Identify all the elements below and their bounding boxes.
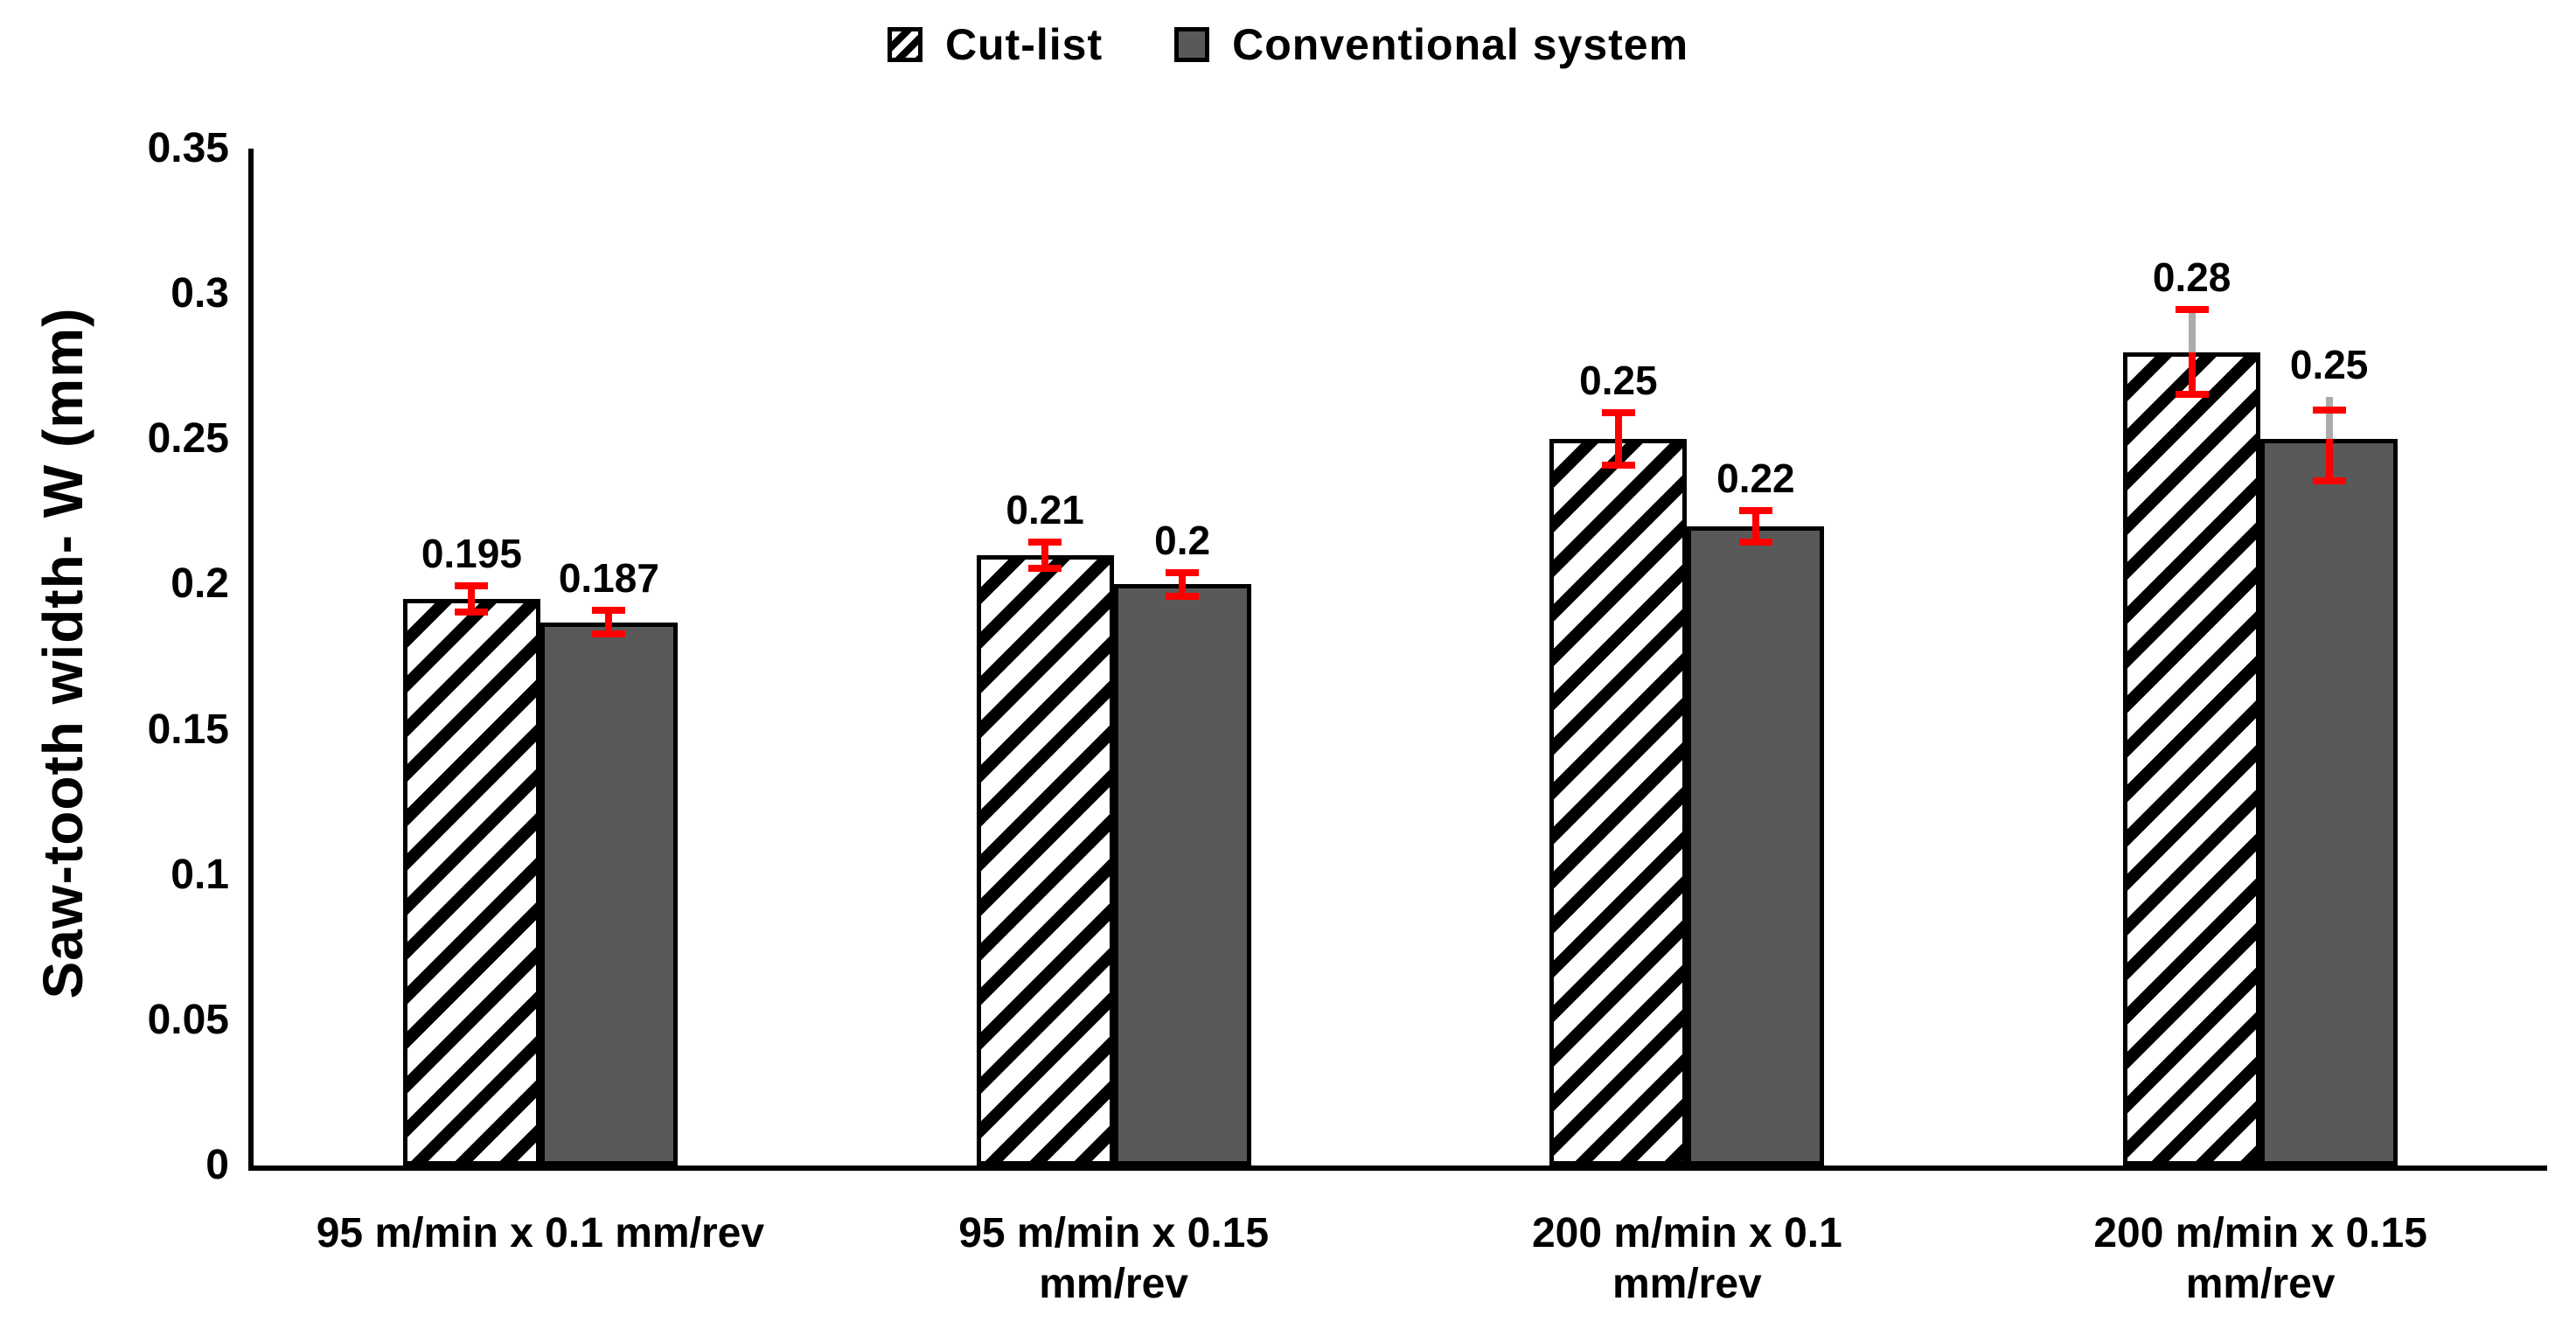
- x-category-label: 200 m/min x 0.1 mm/rev: [1531, 1210, 1842, 1307]
- error-bar-stem-lower: [468, 599, 476, 612]
- bar-conventional-system: [1687, 525, 1825, 1166]
- cut-list-swatch-icon: [887, 27, 922, 62]
- error-bar-cap-bottom: [1166, 592, 1200, 600]
- bar-value-label: 0.25: [1579, 358, 1658, 404]
- bar-value-label: 0.2: [1154, 518, 1211, 564]
- y-tick-label: 0.2: [171, 560, 229, 608]
- y-tick-label: 0.25: [147, 415, 229, 463]
- error-bar-stem-upper: [2188, 310, 2196, 352]
- error-bar-stem-upper: [2325, 397, 2333, 440]
- bar-value-label: 0.195: [421, 531, 522, 577]
- error-bar-stem-upper: [1614, 413, 1622, 440]
- error-bar-cap-bottom: [1601, 462, 1635, 470]
- error-bar-stem-upper: [1041, 542, 1049, 556]
- error-bar-cap-top: [2175, 306, 2209, 314]
- bar-value-label: 0.187: [558, 555, 659, 602]
- error-bar-stem-lower: [2325, 439, 2333, 482]
- x-category-label: 95 m/min x 0.1 mm/rev: [316, 1210, 765, 1256]
- x-axis-line: [248, 1166, 2547, 1171]
- error-bar-cap-top: [592, 607, 626, 615]
- error-bar-cap-bottom: [592, 630, 626, 637]
- y-tick-label: 0: [205, 1142, 229, 1188]
- error-bar-stem-upper: [605, 610, 613, 623]
- bar-cut-list: [402, 599, 540, 1166]
- bar-value-label: 0.22: [1716, 455, 1795, 501]
- error-bar-cap-top: [1601, 409, 1635, 417]
- error-bar-cap-top: [1166, 569, 1200, 577]
- y-tick-label: 0.35: [147, 125, 229, 171]
- bar-cut-list: [976, 555, 1114, 1166]
- error-bar-stem-upper: [1751, 510, 1759, 526]
- error-bar-cap-top: [2312, 407, 2346, 414]
- error-bar-stem-lower: [605, 622, 613, 634]
- legend-label-conventional-system: Conventional system: [1232, 20, 1689, 69]
- legend-label-cut-list: Cut-list: [944, 20, 1104, 69]
- error-bar-stem-lower: [1041, 555, 1049, 569]
- error-bar-stem-upper: [1179, 573, 1187, 585]
- bar-conventional-system: [2260, 439, 2398, 1166]
- bar-value-label: 0.28: [2152, 254, 2231, 301]
- y-tick-label: 0.05: [147, 996, 229, 1043]
- error-bar-cap-top: [1738, 506, 1772, 514]
- bar-conventional-system: [1113, 584, 1251, 1166]
- y-tick-label: 0.1: [171, 851, 229, 898]
- y-tick-label: 0.15: [147, 706, 229, 753]
- legend-item-cut-list: Cut-list: [887, 19, 1104, 70]
- error-bar-stem-upper: [468, 586, 476, 600]
- plot-area: 0.195 0.187 0.21 0.2 0.25 0.22 0.28 0.25: [254, 149, 2547, 1166]
- conventional-system-swatch-icon: [1174, 27, 1210, 62]
- error-bar-stem-lower: [2188, 351, 2196, 394]
- error-bar-cap-bottom: [2175, 390, 2209, 398]
- error-bar-stem-lower: [1614, 439, 1622, 466]
- x-category-label: 200 m/min x 0.15 mm/rev: [2093, 1210, 2427, 1307]
- error-bar-stem-lower: [1179, 584, 1187, 596]
- bar-cut-list: [1549, 439, 1688, 1166]
- error-bar-cap-bottom: [1028, 565, 1062, 573]
- error-bar-cap-bottom: [2312, 477, 2346, 485]
- bar-value-label: 0.21: [1006, 487, 1084, 533]
- x-category-label: 95 m/min x 0.15 mm/rev: [958, 1210, 1270, 1307]
- bar-conventional-system: [540, 622, 678, 1166]
- y-tick-label: 0.3: [171, 270, 229, 317]
- error-bar-cap-top: [455, 582, 489, 590]
- error-bar-cap-bottom: [455, 609, 489, 616]
- error-bar-stem-lower: [1751, 525, 1759, 543]
- bar-value-label: 0.25: [2289, 342, 2369, 388]
- legend-item-conventional-system: Conventional system: [1174, 19, 1688, 70]
- error-bar-cap-bottom: [1738, 539, 1772, 546]
- bar-cut-list: [2123, 351, 2261, 1166]
- y-axis-line: [248, 149, 254, 1171]
- legend: Cut-list Conventional system: [0, 19, 2576, 70]
- error-bar-cap-top: [1028, 539, 1062, 546]
